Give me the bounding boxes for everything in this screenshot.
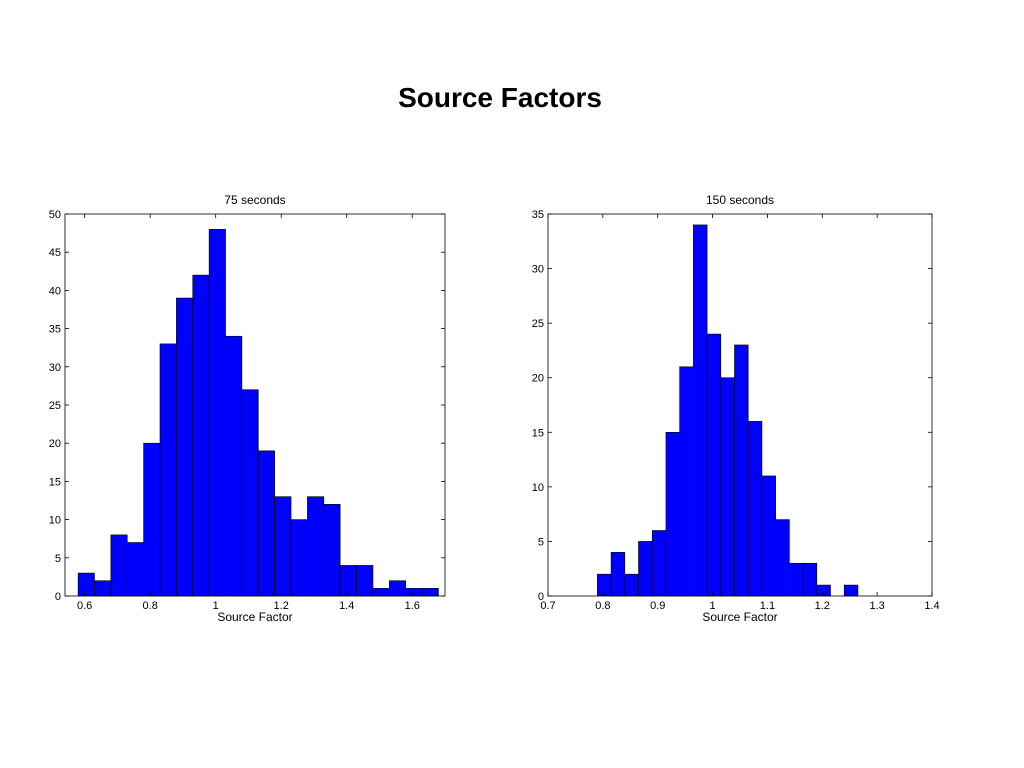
histogram-bar	[816, 584, 831, 597]
histogram-bar	[761, 475, 776, 597]
histogram-bar	[734, 344, 749, 597]
histogram-bar	[421, 588, 439, 597]
histogram-bar	[624, 573, 639, 597]
x-tick-label: 0.9	[650, 600, 665, 612]
histogram-75-seconds: 0.6 0.8 1 1.2 1.4 1.6 0 5 10 15 20 25 30 35 40 45 50 75 s…	[49, 193, 446, 624]
axes-box	[547, 213, 933, 597]
chart-title: 150 seconds	[706, 193, 774, 207]
x-axis-label: Source Factor	[217, 610, 292, 624]
histogram-bar	[706, 333, 722, 597]
x-tick-label: 1	[213, 600, 219, 612]
histogram-bar	[679, 366, 694, 597]
y-tick-label: 35	[532, 209, 544, 221]
x-tick-label: 0.8	[595, 600, 610, 612]
histogram-bar	[110, 534, 128, 597]
histogram-bar	[597, 573, 612, 597]
histogram-150-seconds: 0.7 0.8 0.9 1 1.1 1.2 1.3 1.4 0 5 10 15 20 25 30 35 150 …	[532, 193, 940, 624]
histogram-bar	[789, 562, 804, 597]
histogram-bar	[843, 584, 859, 597]
histogram-bar	[208, 228, 226, 597]
histogram-bar	[241, 389, 259, 597]
x-axis-label: Source Factor	[702, 610, 777, 624]
y-tick-label: 20	[532, 373, 544, 385]
y-tick-label: 10	[532, 482, 544, 494]
x-tick-label: 0.8	[143, 600, 158, 612]
x-tick-label: 1.1	[760, 600, 775, 612]
y-tick-label: 25	[532, 318, 544, 330]
x-tick-label: 0.6	[77, 600, 92, 612]
histogram-bar	[225, 335, 243, 597]
histogram-bar	[77, 572, 95, 597]
histogram-bar	[405, 588, 423, 597]
x-tick-label: 1.3	[869, 600, 884, 612]
y-tick-label: 30	[532, 264, 544, 276]
histogram-bar	[323, 504, 341, 597]
histogram-bar	[747, 421, 763, 597]
y-tick-label: 20	[49, 438, 61, 450]
histogram-bar	[720, 377, 735, 597]
page-title: Source Factors	[398, 82, 602, 113]
y-tick-label: 5	[55, 553, 61, 565]
histogram-bar	[192, 274, 210, 597]
y-tick-label: 45	[49, 247, 61, 259]
x-tick-label: 0.7	[540, 600, 555, 612]
x-tick-label: 1.2	[815, 600, 830, 612]
y-tick-label: 15	[49, 476, 61, 488]
histogram-bar	[693, 224, 708, 597]
histogram-bar	[126, 542, 144, 597]
y-tick-label: 40	[49, 285, 61, 297]
histogram-bar	[802, 562, 818, 597]
y-tick-label: 0	[538, 591, 544, 603]
y-tick-label: 15	[532, 427, 544, 439]
histogram-bar	[274, 496, 292, 597]
histogram-bar	[339, 565, 357, 597]
histogram-bar	[389, 580, 406, 597]
y-tick-label: 50	[49, 209, 61, 221]
histogram-bar	[651, 530, 667, 597]
y-tick-label: 25	[49, 400, 61, 412]
y-tick-label: 35	[49, 324, 61, 336]
histogram-bar	[665, 431, 680, 597]
x-tick-label: 1.4	[924, 600, 939, 612]
y-tick-label: 30	[49, 362, 61, 374]
histogram-bar	[94, 580, 112, 597]
histogram-bar	[610, 552, 626, 597]
histogram-bar	[356, 565, 374, 597]
histogram-bar	[307, 496, 325, 597]
histogram-bar	[372, 588, 390, 597]
histogram-bar	[290, 519, 308, 597]
histogram-bar	[143, 442, 161, 597]
histogram-bar	[176, 297, 194, 597]
x-tick-label: 1.6	[405, 600, 420, 612]
histogram-bar	[257, 450, 275, 597]
y-tick-label: 5	[538, 536, 544, 548]
x-tick-label: 1	[710, 600, 716, 612]
histogram-bar	[159, 343, 177, 597]
y-tick-label: 10	[49, 515, 61, 527]
x-tick-label: 1.4	[339, 600, 354, 612]
histogram-bar	[775, 519, 790, 597]
x-tick-label: 1.2	[274, 600, 289, 612]
chart-title: 75 seconds	[224, 193, 285, 207]
y-tick-label: 0	[55, 591, 61, 603]
histogram-bar	[638, 541, 653, 597]
